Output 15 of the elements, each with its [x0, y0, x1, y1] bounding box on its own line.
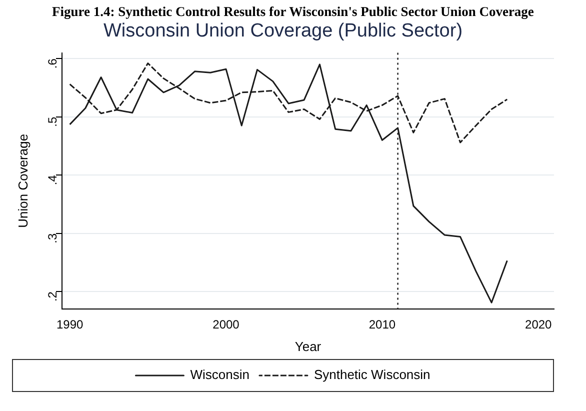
y-tick-label: .2 [45, 291, 60, 302]
y-tick-label: .3 [45, 232, 60, 244]
x-tick-label: 1990 [56, 318, 84, 332]
x-tick-label: 2020 [525, 318, 552, 332]
x-axis-title: Year [294, 338, 322, 354]
y-tick-label: .4 [45, 174, 60, 186]
y-axis-title: Union Coverage [15, 134, 30, 228]
chart-title: Figure 1.4: Synthetic Control Results for Wisconsin's Public Sector Union Coverage [51, 4, 535, 20]
legend-label: Synthetic Wisconsin [314, 367, 430, 382]
x-tick-label: 2000 [212, 318, 240, 332]
chart-subtitle: Wisconsin Union Coverage (Public Sector) [103, 20, 463, 42]
legend-label: Wisconsin [190, 367, 250, 382]
x-tick-label: 2010 [368, 318, 396, 332]
y-tick-label: .6 [45, 58, 60, 69]
y-tick-label: .5 [45, 116, 60, 127]
